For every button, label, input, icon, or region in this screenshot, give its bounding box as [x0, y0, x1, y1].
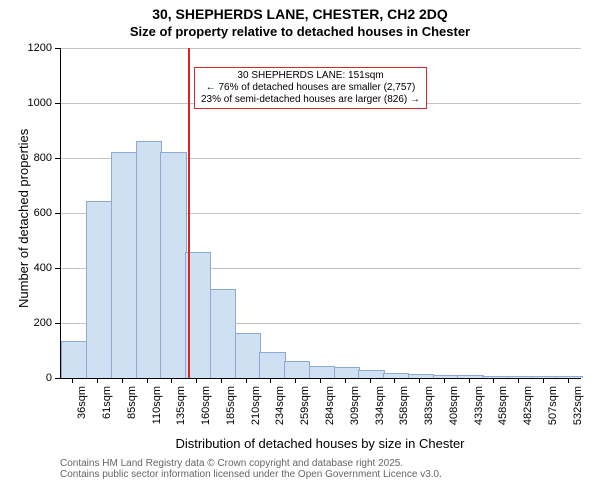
- x-tick-mark: [469, 378, 470, 383]
- x-tick-mark: [72, 378, 73, 383]
- histogram-bar: [259, 352, 285, 378]
- y-tick-label: 800: [12, 152, 52, 164]
- chart-container: 30, SHEPHERDS LANE, CHESTER, CH2 2DQ Siz…: [0, 0, 600, 500]
- histogram-bar: [86, 201, 112, 378]
- y-tick-mark: [55, 48, 60, 49]
- x-tick-label: 383sqm: [423, 386, 435, 436]
- x-tick-label: 259sqm: [299, 386, 311, 436]
- x-tick-mark: [295, 378, 296, 383]
- histogram-bar: [111, 152, 137, 379]
- x-tick-label: 110sqm: [151, 386, 163, 436]
- subject-marker-line: [188, 48, 190, 378]
- y-tick-label: 400: [12, 262, 52, 274]
- histogram-bar: [210, 289, 236, 378]
- x-axis-label: Distribution of detached houses by size …: [60, 436, 580, 451]
- x-tick-label: 507sqm: [547, 386, 559, 436]
- histogram-bar: [507, 376, 533, 378]
- histogram-bar: [309, 366, 335, 378]
- x-tick-mark: [419, 378, 420, 383]
- chart-title: 30, SHEPHERDS LANE, CHESTER, CH2 2DQ: [0, 6, 600, 23]
- x-tick-mark: [493, 378, 494, 383]
- x-tick-mark: [518, 378, 519, 383]
- chart-subtitle: Size of property relative to detached ho…: [0, 24, 600, 40]
- histogram-bar: [61, 341, 87, 378]
- x-tick-label: 284sqm: [324, 386, 336, 436]
- x-tick-mark: [444, 378, 445, 383]
- y-tick-mark: [55, 213, 60, 214]
- x-tick-mark: [97, 378, 98, 383]
- x-tick-label: 433sqm: [473, 386, 485, 436]
- x-tick-label: 160sqm: [200, 386, 212, 436]
- plot-area: 30 SHEPHERDS LANE: 151sqm ← 76% of detac…: [60, 48, 581, 379]
- x-tick-label: 185sqm: [225, 386, 237, 436]
- x-tick-mark: [568, 378, 569, 383]
- y-tick-mark: [55, 158, 60, 159]
- x-tick-label: 358sqm: [398, 386, 410, 436]
- histogram-bar: [383, 373, 409, 378]
- histogram-bar: [136, 141, 162, 379]
- y-tick-label: 1200: [12, 42, 52, 54]
- histogram-bar: [532, 376, 558, 378]
- histogram-bar: [235, 333, 261, 378]
- x-tick-label: 210sqm: [250, 386, 262, 436]
- y-tick-label: 600: [12, 207, 52, 219]
- x-tick-label: 36sqm: [76, 386, 88, 436]
- x-tick-mark: [394, 378, 395, 383]
- x-tick-mark: [320, 378, 321, 383]
- histogram-bar: [556, 376, 582, 378]
- x-tick-mark: [345, 378, 346, 383]
- x-tick-label: 532sqm: [572, 386, 584, 436]
- y-tick-mark: [55, 378, 60, 379]
- histogram-bar: [433, 375, 459, 378]
- y-tick-label: 0: [12, 372, 52, 384]
- x-tick-mark: [196, 378, 197, 383]
- histogram-bar: [358, 370, 384, 378]
- x-tick-label: 408sqm: [448, 386, 460, 436]
- x-tick-label: 334sqm: [374, 386, 386, 436]
- histogram-bar: [334, 367, 360, 378]
- x-tick-label: 309sqm: [349, 386, 361, 436]
- x-tick-label: 85sqm: [126, 386, 138, 436]
- histogram-bar: [457, 375, 483, 378]
- x-tick-label: 234sqm: [274, 386, 286, 436]
- y-tick-label: 1000: [12, 97, 52, 109]
- x-tick-mark: [147, 378, 148, 383]
- x-tick-mark: [370, 378, 371, 383]
- x-tick-mark: [543, 378, 544, 383]
- x-tick-label: 61sqm: [101, 386, 113, 436]
- y-tick-mark: [55, 323, 60, 324]
- x-tick-mark: [246, 378, 247, 383]
- x-tick-mark: [270, 378, 271, 383]
- y-tick-mark: [55, 268, 60, 269]
- x-tick-label: 135sqm: [175, 386, 187, 436]
- y-tick-label: 200: [12, 317, 52, 329]
- x-tick-label: 458sqm: [497, 386, 509, 436]
- footnote-text: Contains HM Land Registry data © Crown c…: [60, 458, 442, 480]
- annotation-box: 30 SHEPHERDS LANE: 151sqm ← 76% of detac…: [194, 67, 427, 109]
- x-tick-mark: [122, 378, 123, 383]
- x-tick-mark: [171, 378, 172, 383]
- histogram-bar: [408, 374, 434, 378]
- y-tick-mark: [55, 103, 60, 104]
- x-tick-mark: [221, 378, 222, 383]
- histogram-bar: [482, 376, 508, 378]
- histogram-bar: [160, 152, 186, 379]
- x-tick-label: 482sqm: [522, 386, 534, 436]
- histogram-bar: [284, 361, 310, 379]
- gridline: [61, 48, 581, 49]
